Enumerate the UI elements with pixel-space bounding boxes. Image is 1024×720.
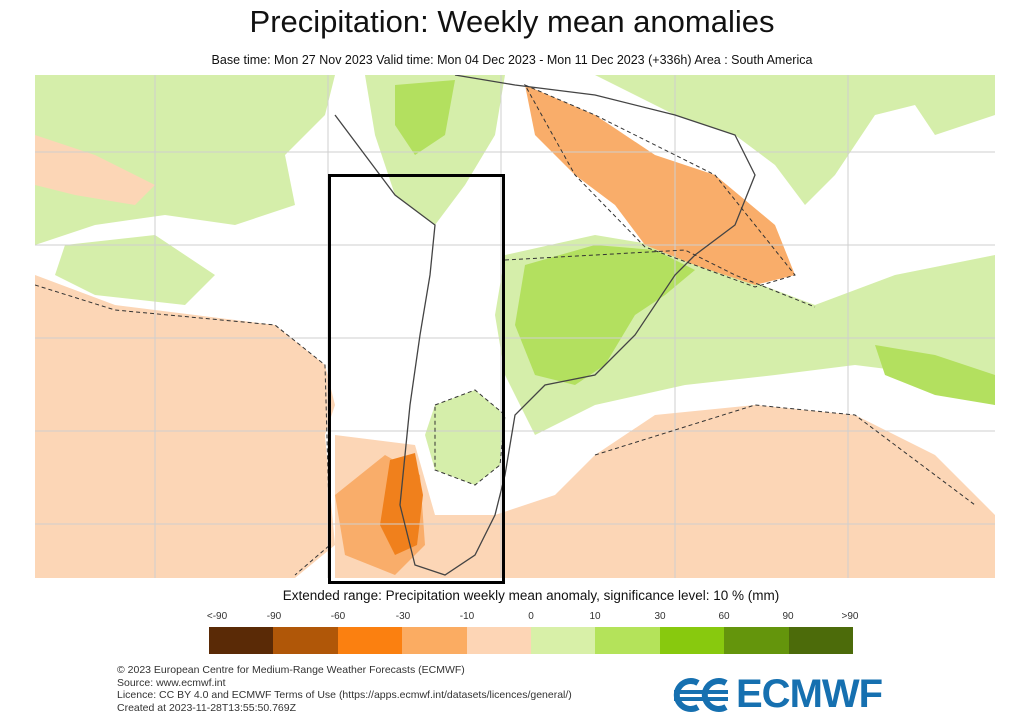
graticule	[35, 75, 995, 578]
page-subtitle: Base time: Mon 27 Nov 2023 Valid time: M…	[211, 53, 813, 67]
anomaly-map	[35, 75, 995, 578]
created-text: Created at 2023-11-28T13:55:50.769Z	[117, 701, 297, 714]
negative-anomaly-regions	[35, 135, 995, 578]
legend-tick: -60	[330, 611, 346, 622]
ecmwf-logo: ECMWF	[670, 672, 883, 717]
legend-color-swatch	[595, 627, 660, 654]
legend-color-swatch	[466, 627, 532, 654]
licence-text: Licence: CC BY 4.0 and ECMWF Terms of Us…	[117, 689, 572, 702]
significance-contours	[35, 83, 976, 576]
highlight-box	[328, 174, 505, 584]
legend-tick: 60	[718, 611, 730, 622]
legend-tick: <-90	[206, 611, 228, 622]
legend-colorbar	[209, 627, 854, 654]
legend-tick: -90	[266, 611, 282, 622]
logo-text: ECMWF	[736, 672, 883, 716]
legend-tick: 90	[782, 611, 794, 622]
legend-tick: 30	[654, 611, 666, 622]
legend-tick: -30	[395, 611, 411, 622]
legend-color-swatch	[788, 627, 854, 654]
legend-color-swatch	[273, 627, 338, 654]
coastline	[334, 75, 756, 576]
footer: © 2023 European Centre for Medium-Range …	[117, 664, 572, 714]
legend-color-swatch	[724, 627, 789, 654]
legend-color-swatch	[402, 627, 467, 654]
legend-tick: >90	[841, 611, 859, 622]
legend-color-swatch	[337, 627, 403, 654]
legend-ticks: <-90 -90 -60 -30 -10 0 10 30 60 90 >90	[190, 611, 870, 625]
legend-tick: 0	[528, 611, 534, 622]
legend-tick: 10	[589, 611, 601, 622]
page-title: Precipitation: Weekly mean anomalies	[249, 4, 775, 39]
legend-color-swatch	[531, 627, 596, 654]
legend-color-swatch	[659, 627, 725, 654]
legend-title: Extended range: Precipitation weekly mea…	[282, 588, 780, 603]
legend-tick: -10	[459, 611, 475, 622]
legend-color-swatch	[209, 627, 274, 654]
ecmwf-logo-icon	[673, 677, 728, 712]
source-text: Source: www.ecmwf.int	[117, 676, 226, 689]
copyright-text: © 2023 European Centre for Medium-Range …	[117, 664, 465, 676]
strong-positive-regions	[395, 80, 995, 405]
strong-negative-regions	[380, 453, 423, 555]
